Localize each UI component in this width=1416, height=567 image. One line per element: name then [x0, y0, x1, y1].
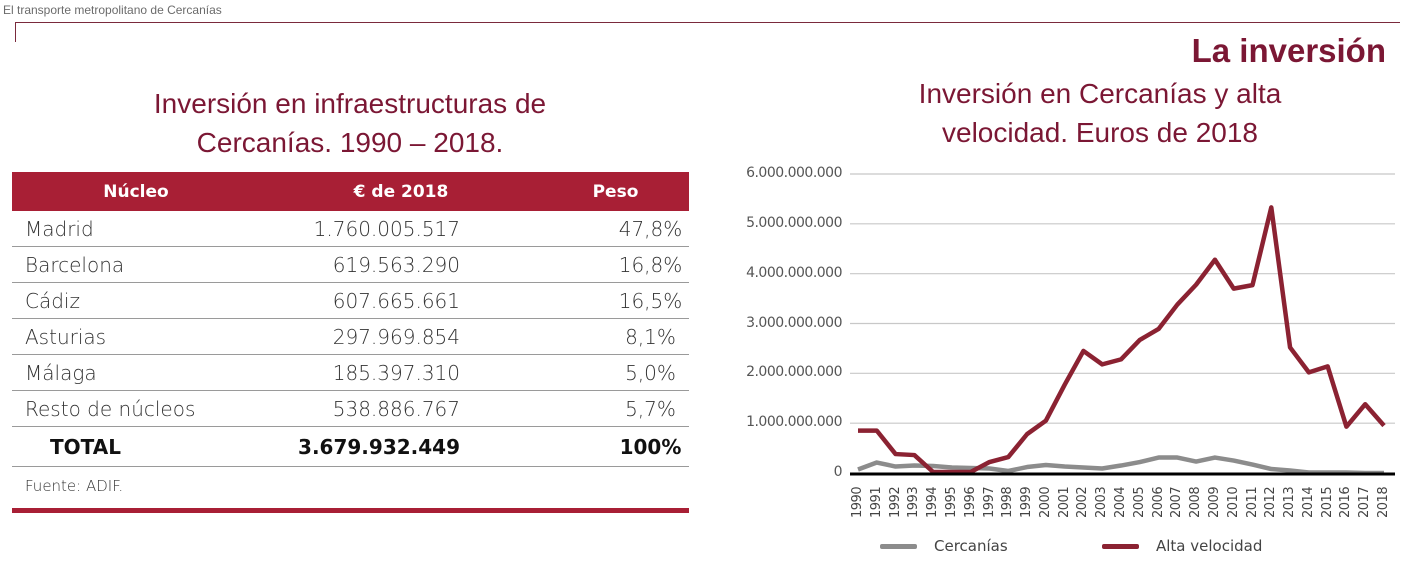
cell-peso: 16,8% — [542, 246, 689, 283]
x-tick-label: 1996 — [962, 486, 978, 518]
cell-peso: 16,5% — [542, 282, 689, 319]
x-tick-label: 2014 — [1300, 486, 1316, 518]
table-row: Asturias 297.969.854 8,1% — [12, 318, 689, 355]
column-header-nucleo: Núcleo — [12, 172, 260, 211]
x-tick-label: 2002 — [1075, 486, 1091, 518]
y-tick-label: 4.000.000.000 — [746, 264, 842, 281]
column-header-peso: Peso — [542, 172, 689, 211]
table-row: Cádiz 607.665.661 16,5% — [12, 282, 689, 319]
table-row: Madrid 1.760.005.517 47,8% — [12, 211, 689, 247]
chart-plot-area — [850, 173, 1395, 476]
cell-nucleo: Barcelona — [12, 246, 260, 283]
x-tick-label: 1991 — [868, 486, 884, 518]
cell-euros: 185.397.310 — [260, 354, 542, 391]
legend-swatch-cercanias — [880, 543, 917, 549]
x-tick-label: 2004 — [1113, 486, 1128, 518]
x-tick-label: 2013 — [1282, 486, 1298, 518]
cell-nucleo: Madrid — [12, 211, 260, 247]
x-tick-label: 2001 — [1056, 486, 1072, 518]
cell-peso: 5,0% — [542, 354, 689, 391]
x-tick-label: 2003 — [1094, 486, 1110, 518]
x-tick-label: 2015 — [1319, 486, 1335, 518]
x-tick-label: 2006 — [1150, 486, 1166, 518]
total-label: TOTAL — [12, 426, 260, 467]
legend-swatch-alta-velocidad — [1102, 543, 1139, 549]
cell-euros: 538.886.767 — [260, 390, 542, 427]
x-tick-label: 1992 — [887, 486, 903, 518]
x-tick-label: 1997 — [981, 486, 997, 518]
cell-peso: 8,1% — [542, 318, 689, 355]
x-tick-label: 2018 — [1376, 486, 1391, 518]
x-tick-label: 2011 — [1244, 486, 1260, 518]
x-tick-label: 2010 — [1225, 486, 1241, 518]
y-tick-label: 2.000.000.000 — [746, 364, 842, 381]
table-row: Málaga 185.397.310 5,0% — [12, 354, 689, 391]
cell-euros: 619.563.290 — [260, 246, 542, 283]
y-tick-label: 6.000.000.000 — [746, 165, 842, 181]
header-divider-tick — [15, 22, 16, 42]
cell-nucleo: Málaga — [12, 354, 260, 391]
table-title-line2: Cercanías. 1990 – 2018. — [196, 127, 504, 158]
legend-item-alta-velocidad: Alta velocidad — [1102, 537, 1262, 555]
table-row: Barcelona 619.563.290 16,8% — [12, 246, 689, 283]
x-tick-label: 1994 — [925, 486, 941, 518]
legend-label-alta-velocidad: Alta velocidad — [1156, 537, 1263, 555]
x-tick-label: 1995 — [943, 486, 959, 518]
table-source-row: Fuente: ADIF. — [12, 467, 689, 506]
cell-euros: 1.760.005.517 — [260, 211, 542, 247]
x-tick-label: 2007 — [1169, 486, 1185, 518]
cell-peso: 5,7% — [542, 390, 689, 427]
total-peso: 100% — [542, 426, 689, 467]
y-tick-label: 0 — [833, 464, 843, 480]
column-header-euros: € de 2018 — [260, 172, 542, 211]
line-chart: 6.000.000.000 5.000.000.000 4.000.000.000 3… — [710, 160, 1410, 567]
x-tick-label: 2012 — [1263, 486, 1279, 518]
legend-label-cercanias: Cercanías — [934, 537, 1008, 555]
y-tick-label: 1.000.000.000 — [746, 414, 842, 431]
total-euros: 3.679.932.449 — [260, 426, 542, 467]
cell-nucleo: Asturias — [12, 318, 260, 355]
chart-title: Inversión en Cercanías y alta velocidad.… — [860, 74, 1340, 152]
cell-peso: 47,8% — [542, 211, 689, 247]
cell-nucleo: Resto de núcleos — [12, 390, 260, 427]
series-line-alta-velocidad — [858, 205, 1386, 475]
table-title: Inversión en infraestructuras de Cercaní… — [12, 84, 688, 162]
header-divider — [15, 22, 1400, 23]
cell-nucleo: Cádiz — [12, 282, 260, 319]
x-tick-label: 1999 — [1019, 486, 1035, 518]
table-title-line1: Inversión en infraestructuras de — [153, 88, 547, 119]
chart-title-line1: Inversión en Cercanías y alta — [918, 78, 1282, 109]
x-tick-label: 1993 — [906, 486, 922, 518]
x-tick-label: 1990 — [850, 486, 865, 518]
x-tick-label: 2016 — [1338, 486, 1354, 518]
series-line-cercanias — [857, 455, 1384, 476]
cell-euros: 607.665.661 — [260, 282, 542, 319]
table-row: Resto de núcleos 538.886.767 5,7% — [12, 390, 689, 427]
legend-item-cercanias: Cercanías — [880, 537, 1008, 555]
x-tick-label: 2000 — [1037, 486, 1053, 518]
y-tick-label: 5.000.000.000 — [746, 214, 842, 231]
chart-title-line2: velocidad. Euros de 2018 — [942, 117, 1258, 148]
y-tick-label: 3.000.000.000 — [746, 314, 842, 331]
x-tick-label: 2017 — [1357, 486, 1373, 518]
document-title: El transporte metropolitano de Cercanías — [3, 3, 222, 17]
table-source: Fuente: ADIF. — [25, 477, 124, 495]
table-header-row: Núcleo € de 2018 Peso — [12, 172, 689, 211]
x-tick-label: 2008 — [1188, 486, 1204, 518]
table-bottom-rule — [12, 508, 689, 513]
cell-euros: 297.969.854 — [260, 318, 542, 355]
x-tick-label: 1998 — [1000, 486, 1016, 518]
x-tick-label: 2005 — [1131, 486, 1147, 518]
section-title: La inversión — [1191, 32, 1386, 69]
table-total-row: TOTAL 3.679.932.449 100% — [12, 426, 689, 467]
investment-table: Núcleo € de 2018 Peso Madrid 1.760.005.51… — [12, 172, 689, 505]
x-tick-label: 2009 — [1206, 486, 1222, 518]
